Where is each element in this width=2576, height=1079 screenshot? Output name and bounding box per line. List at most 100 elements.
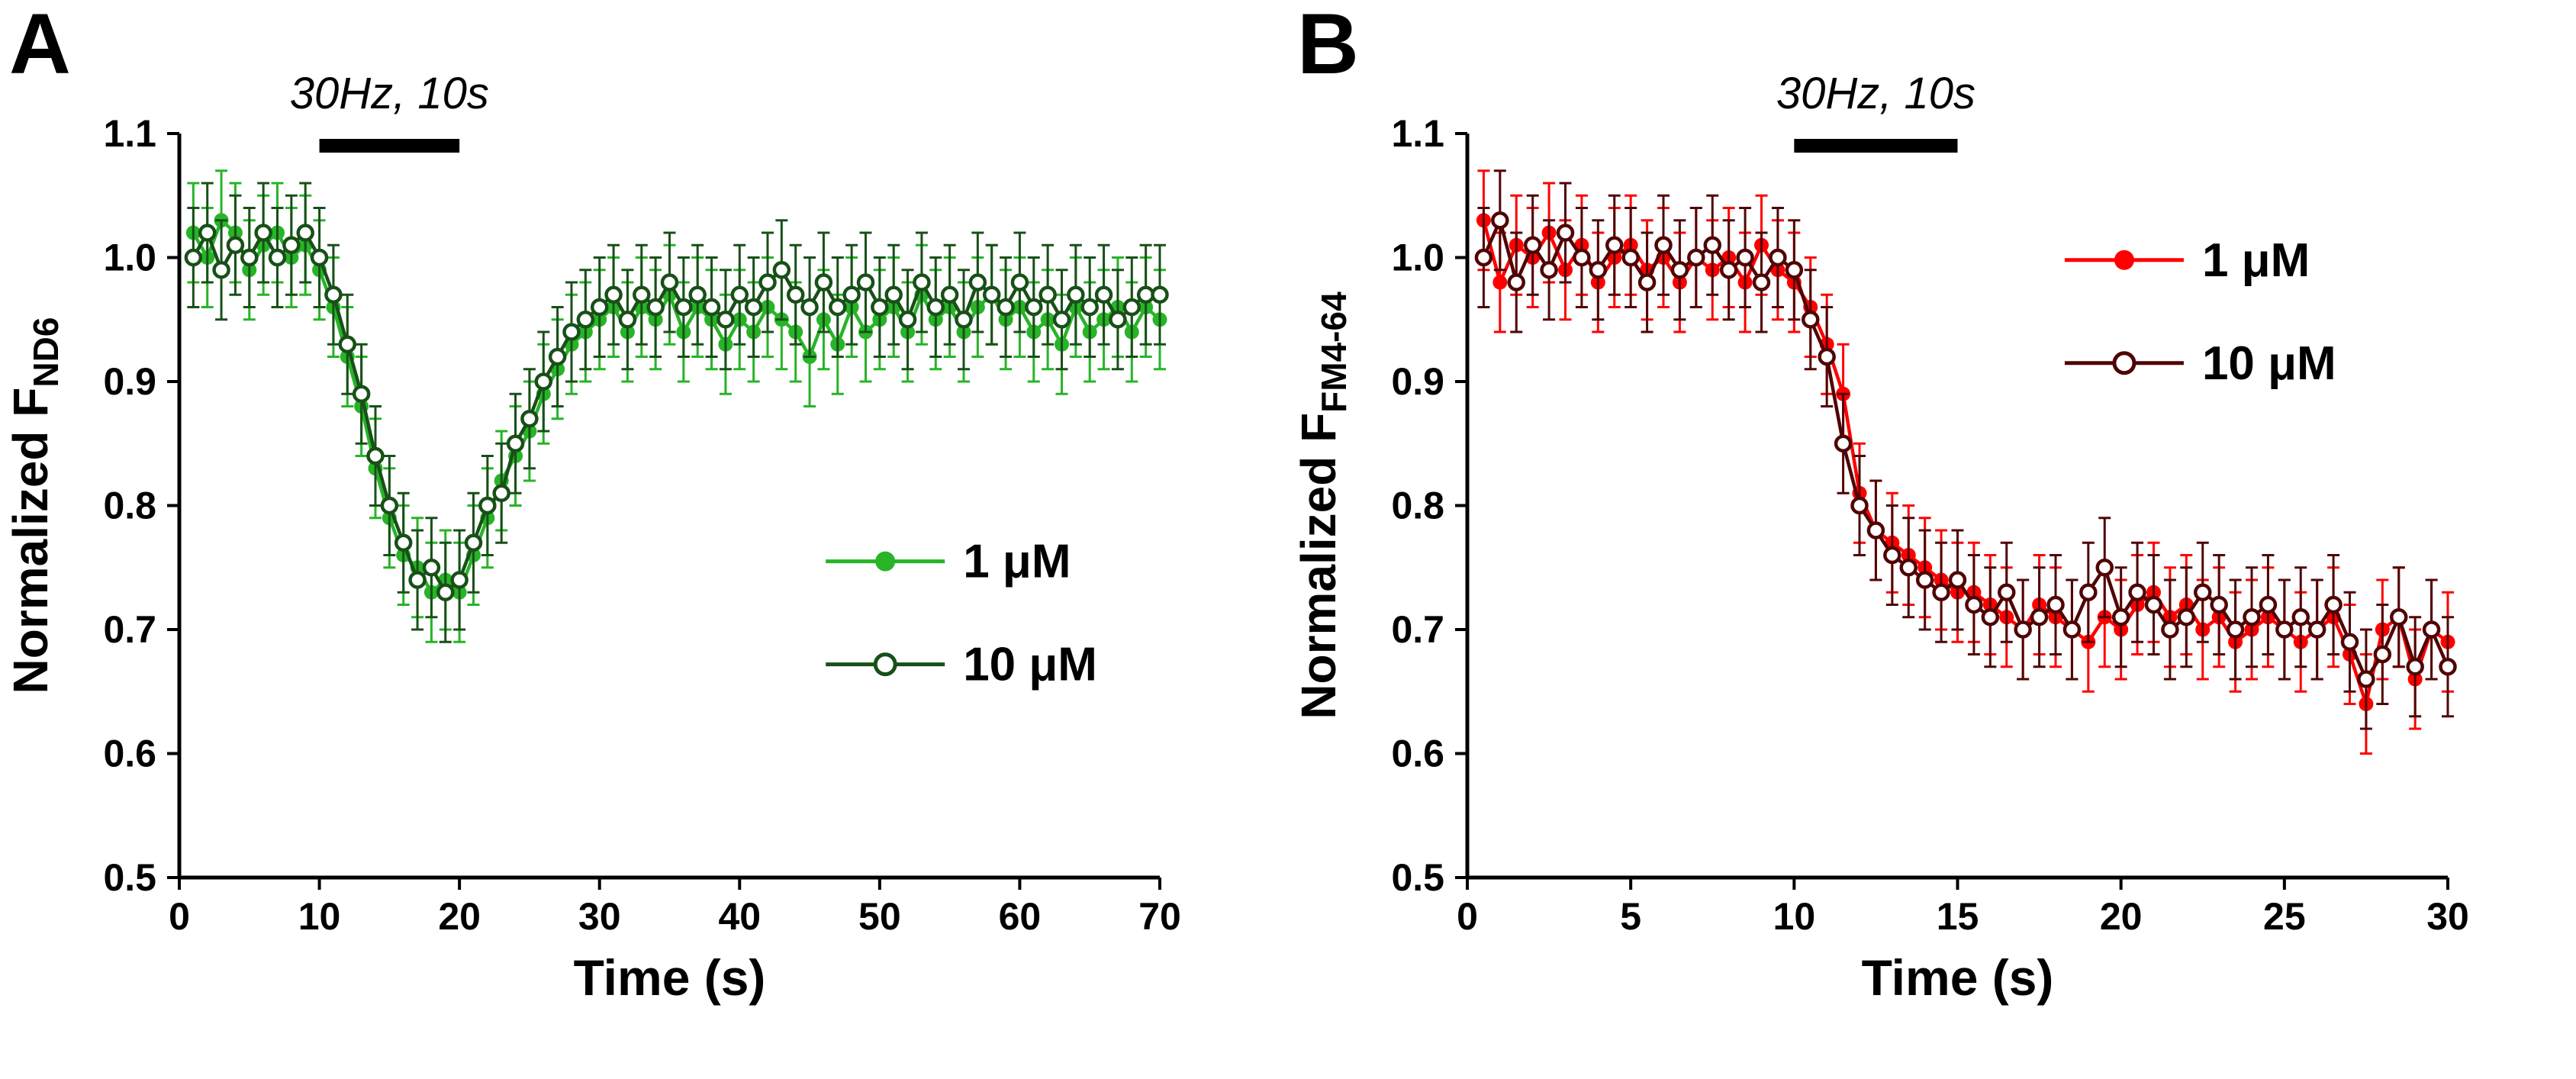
data-point	[1736, 248, 1754, 267]
data-point	[1589, 261, 1608, 279]
data-point	[1654, 236, 1673, 254]
data-point	[675, 298, 693, 317]
data-point	[1948, 571, 1967, 589]
data-point	[660, 273, 679, 291]
data-point	[1507, 273, 1525, 291]
data-point	[1492, 275, 1508, 290]
data-point	[2406, 658, 2424, 676]
x-axis-label: Time (s)	[574, 949, 766, 1006]
y-tick-label: 0.8	[1391, 485, 1444, 527]
data-point	[562, 323, 581, 341]
data-point	[1010, 273, 1029, 291]
data-point	[1621, 248, 1640, 267]
data-point	[716, 311, 735, 329]
data-point	[394, 533, 413, 552]
legend-label: 10 μM	[2202, 337, 2336, 390]
data-point	[1067, 285, 1085, 304]
data-point	[310, 248, 329, 267]
data-point	[982, 285, 1001, 304]
data-point	[520, 410, 539, 428]
data-point	[1818, 347, 1836, 366]
data-point	[842, 285, 861, 304]
data-point	[2014, 620, 2032, 639]
data-point	[2161, 620, 2179, 639]
data-point	[2307, 620, 2326, 639]
data-point	[1932, 583, 1950, 601]
data-point	[1981, 608, 2000, 626]
stim-bar	[1794, 139, 1958, 153]
data-point	[2062, 620, 2082, 639]
data-point	[1866, 521, 1885, 540]
data-point	[2111, 608, 2130, 626]
data-point	[1850, 496, 1869, 515]
data-point	[1752, 273, 1771, 291]
y-tick-label: 0.6	[103, 733, 156, 775]
y-tick-label: 0.9	[103, 360, 156, 403]
data-point	[744, 298, 763, 317]
data-point	[786, 285, 805, 304]
data-point	[1556, 224, 1575, 242]
y-tick-label: 0.7	[1391, 608, 1444, 651]
data-point	[1670, 261, 1689, 279]
x-tick-label: 5	[1620, 895, 1641, 938]
data-point	[492, 484, 510, 502]
x-tick-label: 30	[2426, 895, 2469, 938]
y-tick-label: 1.0	[103, 237, 156, 279]
x-axis-label: Time (s)	[1862, 949, 2054, 1006]
data-point	[296, 224, 314, 242]
data-point	[856, 273, 875, 291]
panel-B: B 0 5 10 15 20 25 30 0.5 0.6 0.7 0.8 0.9 1.0 1.1 Time …	[1288, 0, 2576, 1079]
data-point	[2390, 608, 2408, 626]
y-axis-label: Normalized FND6	[3, 317, 66, 694]
data-point	[2128, 583, 2146, 601]
stim-label: 30Hz, 10s	[1776, 69, 1975, 118]
data-point	[814, 273, 833, 291]
stim-bar	[319, 139, 460, 153]
x-tick-label: 40	[718, 895, 761, 938]
y-tick-label: 1.1	[1391, 112, 1444, 155]
chart-B: 0 5 10 15 20 25 30 0.5 0.6 0.7 0.8 0.9 1.0 1.1 Time (s…	[1291, 69, 2469, 1006]
stim-label: 30Hz, 10s	[290, 69, 489, 118]
y-tick-label: 1.1	[103, 112, 156, 155]
data-point	[2046, 595, 2065, 614]
data-point	[1080, 298, 1099, 317]
data-point	[576, 311, 595, 329]
data-point	[871, 298, 889, 317]
legend-label: 1 μM	[2202, 234, 2310, 287]
legend-item: 10 μM	[826, 639, 1097, 691]
y-tick-label: 0.8	[103, 485, 156, 527]
data-point	[212, 261, 230, 279]
legend-item: 1 μM	[2064, 234, 2310, 287]
data-point	[2030, 608, 2049, 626]
y-tick-label: 0.7	[103, 608, 156, 651]
data-point	[1052, 311, 1071, 329]
data-point	[1605, 236, 1624, 254]
data-point	[184, 248, 203, 267]
data-point	[1523, 236, 1542, 254]
x-tick-label: 25	[2263, 895, 2306, 938]
y-tick-label: 0.5	[103, 856, 156, 899]
data-point	[1122, 298, 1141, 317]
data-point	[2291, 608, 2310, 626]
data-point	[898, 311, 917, 329]
data-point	[1802, 311, 1820, 329]
data-point	[436, 583, 455, 601]
series-line	[1482, 220, 2449, 706]
data-point	[884, 285, 903, 304]
data-point	[2210, 595, 2228, 614]
legend-marker	[875, 551, 896, 572]
data-point	[366, 446, 385, 465]
legend-marker	[2114, 250, 2134, 270]
panel-letter-B: B	[1297, 0, 1359, 92]
y-tick-label: 0.5	[1391, 856, 1444, 899]
data-point	[997, 298, 1015, 317]
data-point	[955, 311, 973, 329]
data-point	[1038, 285, 1057, 304]
data-point	[913, 273, 931, 291]
y-tick-label: 0.6	[1391, 733, 1444, 775]
data-point	[464, 533, 483, 552]
data-point	[2357, 670, 2375, 688]
data-point	[534, 372, 553, 391]
data-point	[829, 298, 847, 317]
